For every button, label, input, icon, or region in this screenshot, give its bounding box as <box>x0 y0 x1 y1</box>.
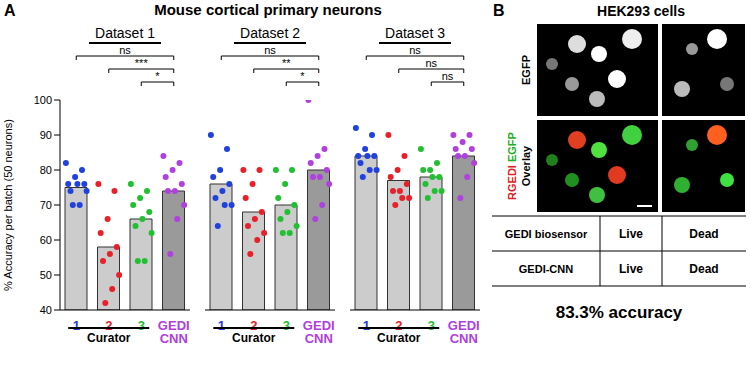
svg-text:**: ** <box>282 57 291 69</box>
svg-text:ns: ns <box>442 70 454 82</box>
svg-text:Dataset 1: Dataset 1 <box>95 25 155 41</box>
svg-text:2: 2 <box>105 318 112 333</box>
svg-text:3: 3 <box>138 318 145 333</box>
svg-text:80: 80 <box>40 164 52 176</box>
svg-text:Curator: Curator <box>87 331 131 345</box>
svg-text:70: 70 <box>40 199 52 211</box>
svg-text:*: * <box>300 70 305 82</box>
svg-text:Live: Live <box>619 227 643 241</box>
svg-text:ns: ns <box>264 44 276 56</box>
svg-text:Curator: Curator <box>232 331 276 345</box>
svg-text:83.3% accuracy: 83.3% accuracy <box>556 303 683 322</box>
svg-text:EGFP: EGFP <box>520 55 532 85</box>
svg-text:B: B <box>493 2 505 19</box>
svg-text:1: 1 <box>363 318 370 333</box>
svg-text:100: 100 <box>34 94 52 106</box>
svg-text:90: 90 <box>40 129 52 141</box>
svg-text:***: *** <box>135 57 149 69</box>
svg-text:GEDI-CNN: GEDI-CNN <box>519 263 573 275</box>
svg-text:40: 40 <box>40 304 52 316</box>
svg-text:Mouse cortical primary neurons: Mouse cortical primary neurons <box>154 1 382 18</box>
svg-text:HEK293 cells: HEK293 cells <box>597 3 685 19</box>
svg-text:Live: Live <box>619 262 643 276</box>
svg-text:A: A <box>4 2 16 19</box>
svg-text:Dataset 3: Dataset 3 <box>385 25 445 41</box>
svg-text:3: 3 <box>283 318 290 333</box>
svg-text:2: 2 <box>250 318 257 333</box>
svg-text:GEDICNN: GEDICNN <box>448 318 480 346</box>
svg-text:3: 3 <box>428 318 435 333</box>
svg-text:Curator: Curator <box>377 331 421 345</box>
svg-text:ns: ns <box>425 57 437 69</box>
svg-text:1: 1 <box>218 318 225 333</box>
svg-text:% Accuracy per batch (50 neuro: % Accuracy per batch (50 neurons) <box>2 119 14 291</box>
svg-text:GEDICNN: GEDICNN <box>303 318 335 346</box>
svg-text:Overlay: Overlay <box>520 145 532 186</box>
svg-text:1: 1 <box>73 318 80 333</box>
svg-text:ns: ns <box>409 44 421 56</box>
svg-text:RGEDI EGFP: RGEDI EGFP <box>506 132 518 200</box>
svg-text:2: 2 <box>395 318 402 333</box>
svg-text:Dead: Dead <box>689 262 718 276</box>
svg-text:GEDICNN: GEDICNN <box>158 318 190 346</box>
svg-text:50: 50 <box>40 269 52 281</box>
svg-text:ns: ns <box>119 44 131 56</box>
svg-text:*: * <box>155 70 160 82</box>
svg-text:Dead: Dead <box>689 227 718 241</box>
svg-text:60: 60 <box>40 234 52 246</box>
svg-text:Dataset 2: Dataset 2 <box>240 25 300 41</box>
svg-text:GEDI biosensor: GEDI biosensor <box>505 228 588 240</box>
